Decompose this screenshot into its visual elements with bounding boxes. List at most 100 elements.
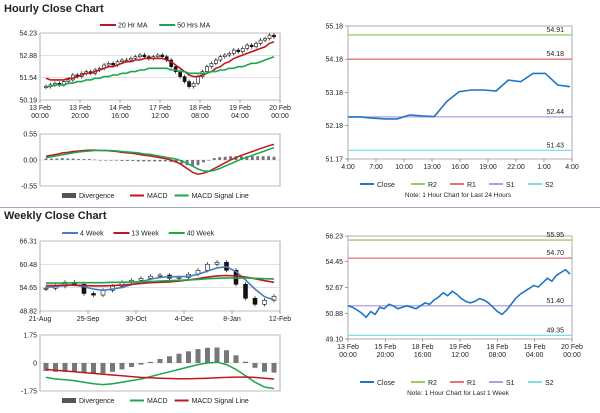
- legend-label: R2: [428, 380, 437, 387]
- weekly-macd-chart: 1.75 0 -1.75 Divergence MACD MACD Signal Line: [21, 333, 281, 405]
- candle-body: [111, 63, 115, 66]
- candle-body: [148, 275, 153, 279]
- legend-label: Close: [377, 380, 395, 387]
- divergence-bar: [212, 158, 216, 160]
- x-tick-label: 19 Feb 04:00: [229, 105, 251, 120]
- ma50-line: [46, 55, 275, 88]
- y-tick-label: 54.18: [325, 57, 343, 64]
- x-tick-label: 7:00: [369, 164, 383, 171]
- x-tick-label: 20 Feb 00:00: [269, 105, 291, 120]
- hourly-price-chart: 54.23 52.88 51.54 50.19 20 Hr MA 50 Hrs MA 13 …: [19, 23, 291, 121]
- candle-body: [267, 34, 272, 39]
- close-line: [347, 268, 571, 319]
- divergence-bar: [239, 156, 243, 160]
- hourly-macd-chart: 0.55 0.00 -0.55 Divergence MACD MACD Signal L…: [21, 132, 281, 200]
- candle-body: [133, 56, 138, 59]
- legend-label: S2: [545, 182, 554, 189]
- divergence-bar: [147, 361, 154, 363]
- candle-body: [173, 66, 178, 72]
- y-tick-label: 1.75: [23, 333, 37, 340]
- weekly-price-chart: 66.31 60.48 54.65 48.82 4 Week 13 Week 40 Week…: [19, 231, 291, 324]
- candle-body: [209, 63, 214, 67]
- legend-swatch: [62, 398, 76, 403]
- y-tick-label: 51.54: [19, 75, 37, 82]
- y-tick-label: 50.88: [325, 311, 343, 318]
- legend-label: 4 Week: [80, 231, 104, 238]
- y-tick-label: -1.75: [21, 389, 37, 396]
- x-tick-label: 14 Feb 16:00: [109, 105, 131, 120]
- candle-body: [205, 66, 209, 72]
- x-tick-label: 18 Feb 16:00: [412, 344, 434, 359]
- candle-body: [245, 44, 250, 49]
- divergence-bar: [43, 363, 49, 371]
- divergence-bar: [176, 353, 182, 363]
- plot-frame: [347, 25, 573, 160]
- x-tick-label: 18 Feb 08:00: [486, 344, 508, 359]
- divergence-bar: [169, 160, 173, 162]
- candle-body: [66, 79, 71, 82]
- divergence-bar: [196, 160, 200, 166]
- x-tick-label: 19 Feb 04:00: [524, 344, 546, 359]
- divergence-bar: [49, 158, 53, 160]
- candle-body: [258, 39, 263, 44]
- y-tick-label: -0.55: [21, 184, 37, 191]
- chart-note: Note: 1 Hour Chart for Last 24 Hours: [405, 192, 512, 199]
- y-tick-label: 49.10: [325, 337, 343, 344]
- legend-label: 40 Week: [187, 231, 215, 238]
- y-tick-label: 54.45: [325, 259, 343, 266]
- y-tick-label: 54.65: [19, 285, 37, 292]
- divergence-bar: [119, 363, 125, 370]
- candle-body: [227, 53, 232, 56]
- x-tick-label: 16:00: [451, 164, 469, 171]
- candle-body: [214, 59, 218, 64]
- macd-line: [45, 361, 275, 390]
- divergence-bar: [71, 158, 75, 160]
- level-label-S2: 49.35: [546, 327, 564, 334]
- weekly-close-chart: 56.23 54.45 52.67 50.88 49.10 55.95 54.70 51.40…: [325, 232, 583, 397]
- y-tick-label: 55.18: [325, 24, 343, 31]
- divergence-bar: [157, 359, 163, 363]
- divergence-bar: [163, 160, 167, 162]
- y-tick-label: 52.67: [325, 285, 343, 292]
- legend-label: 13 Week: [131, 231, 159, 238]
- x-tick-label: 4-Dec: [175, 316, 194, 323]
- divergence-bar: [218, 157, 222, 160]
- candle-body: [157, 274, 163, 277]
- candle-body: [214, 261, 220, 265]
- divergence-bar: [261, 156, 265, 160]
- legend-label: S1: [506, 380, 515, 387]
- close-line: [348, 72, 571, 120]
- divergence-bar: [229, 156, 233, 160]
- section-divider: [0, 207, 600, 208]
- divergence-bar: [71, 363, 78, 372]
- candle-body: [182, 76, 187, 82]
- divergence-bar: [93, 159, 97, 161]
- legend-label: Divergence: [79, 398, 115, 405]
- ma4-line: [45, 265, 275, 301]
- signal-line: [45, 368, 275, 380]
- ma20-line: [45, 41, 275, 81]
- candle-body: [205, 263, 210, 271]
- x-tick-label: 13 Feb 20:00: [69, 105, 91, 120]
- divergence-bar: [109, 363, 116, 372]
- candle-body: [191, 82, 196, 87]
- x-tick-label: 22:00: [507, 164, 525, 171]
- x-tick-label: 4:00: [565, 164, 579, 171]
- candle-body: [272, 34, 276, 38]
- divergence-bar: [252, 363, 258, 368]
- legend-label: MACD Signal Line: [192, 398, 249, 405]
- divergence-bar: [223, 350, 230, 363]
- candle-body: [236, 49, 241, 53]
- candle-body: [176, 277, 182, 279]
- candle-body: [106, 63, 111, 66]
- divergence-bar: [195, 349, 201, 363]
- candle-body: [262, 299, 267, 305]
- divergence-bar: [55, 158, 59, 160]
- candle-body: [222, 54, 227, 58]
- legend-label: MACD: [147, 193, 168, 200]
- chart-note: Note: 1 Hour Chart for Last 1 Week: [407, 390, 510, 397]
- level-label-R2: 54.91: [546, 27, 564, 34]
- divergence-bar: [256, 156, 260, 160]
- legend-swatch: [62, 193, 76, 198]
- divergence-bar: [142, 160, 146, 162]
